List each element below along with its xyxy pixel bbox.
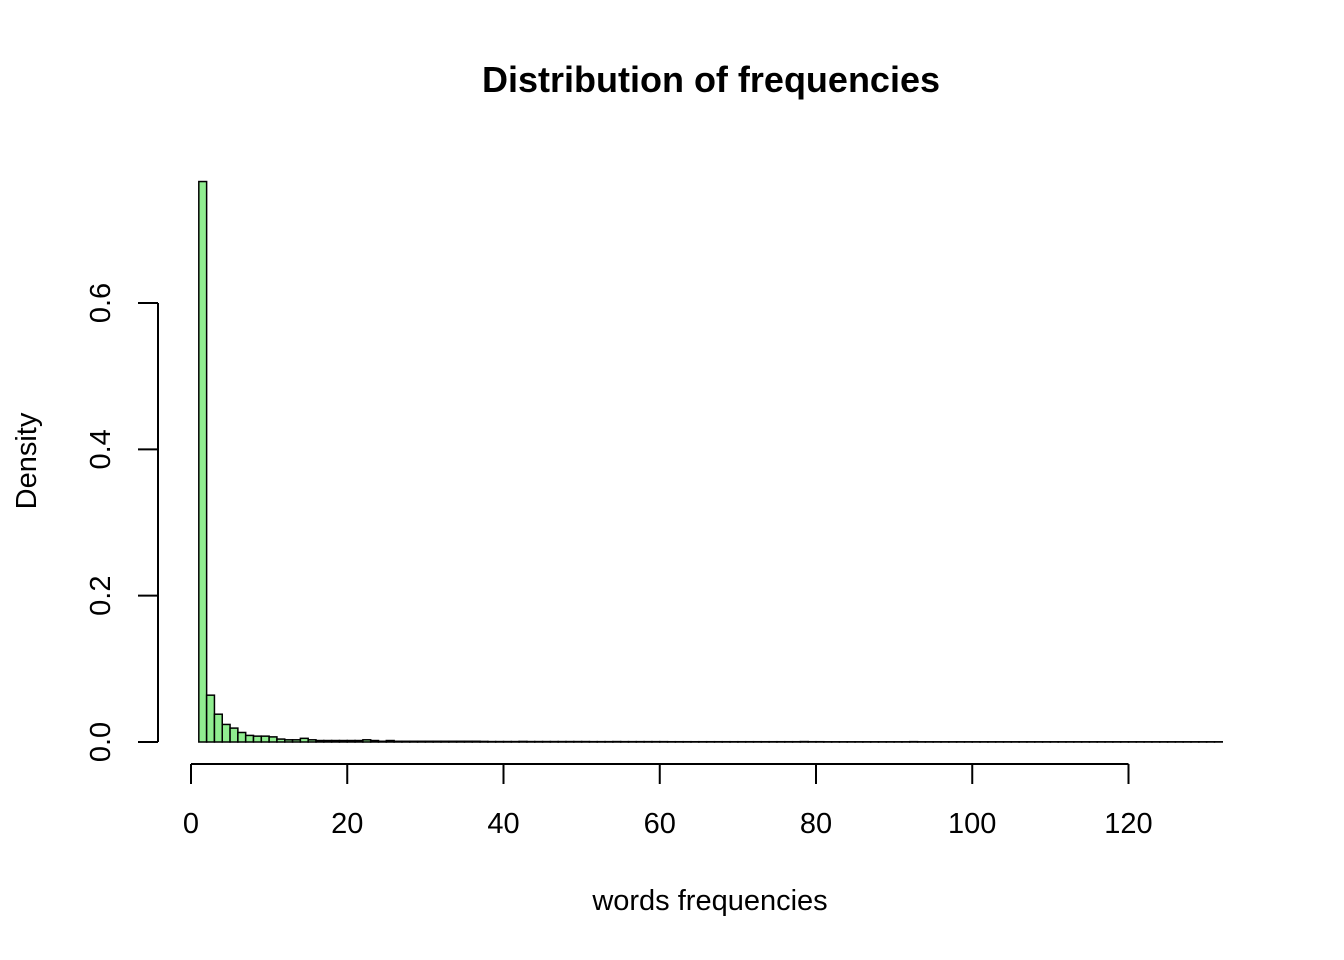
histogram-bar (369, 739, 380, 743)
histogram-bar (409, 740, 419, 743)
histogram-bar (338, 739, 348, 743)
histogram-bar (307, 739, 317, 743)
histogram-bar (393, 740, 403, 743)
histogram-bar (362, 739, 372, 743)
histogram-bars (198, 180, 1223, 743)
histogram-bar (354, 739, 364, 743)
histogram-bar (221, 723, 231, 743)
y-tick-label: 0.4 (85, 429, 117, 469)
x-tick-label: 100 (948, 808, 996, 840)
y-tick-label: 0.6 (85, 283, 117, 323)
x-tick-label: 0 (183, 808, 199, 840)
y-tick-label: 0.2 (85, 576, 117, 616)
x-tick-label: 60 (644, 808, 676, 840)
histogram-bar (346, 739, 356, 743)
x-tick-label: 120 (1104, 808, 1152, 840)
x-axis-label: words frequencies (591, 885, 827, 917)
histogram-bar (299, 737, 309, 743)
histogram-bar (213, 713, 223, 743)
histogram-bar (424, 740, 434, 743)
x-axis-ticks: 0 20 40 60 80 100 120 (183, 764, 1153, 840)
histogram-bar (205, 694, 216, 743)
histogram-bar (284, 739, 294, 743)
histogram-bar (448, 740, 458, 743)
histogram-bar (315, 739, 325, 743)
histogram-bar (432, 740, 442, 743)
histogram-bar (440, 740, 450, 743)
x-tick-label: 80 (800, 808, 832, 840)
histogram-bar (260, 735, 270, 743)
y-tick-label: 0.0 (85, 722, 117, 762)
histogram-bar (252, 735, 263, 743)
x-tick-label: 20 (331, 808, 363, 840)
x-tick-label: 40 (487, 808, 519, 840)
chart-title: Distribution of frequencies (482, 59, 940, 100)
histogram-bar (463, 740, 473, 743)
histogram-bar (401, 740, 411, 743)
histogram-bar (416, 740, 427, 743)
histogram-bar (268, 736, 278, 743)
histogram-bar (244, 734, 255, 743)
histogram-bar (455, 740, 466, 743)
histogram-bar (471, 740, 481, 743)
histogram-bar (229, 727, 239, 743)
histogram-bar (479, 740, 489, 743)
histogram-bar (276, 738, 286, 743)
histogram-bar (518, 740, 528, 743)
histogram-bar (330, 739, 341, 743)
histogram-bar (385, 739, 395, 743)
histogram-bar (291, 739, 302, 743)
histogram-bar (198, 180, 208, 743)
histogram-bar (237, 731, 247, 743)
y-axis-ticks: 0.0 0.2 0.4 0.6 (85, 283, 158, 762)
histogram-bar (323, 739, 333, 743)
y-axis-label: Density (11, 412, 43, 509)
histogram-bar (377, 740, 388, 743)
